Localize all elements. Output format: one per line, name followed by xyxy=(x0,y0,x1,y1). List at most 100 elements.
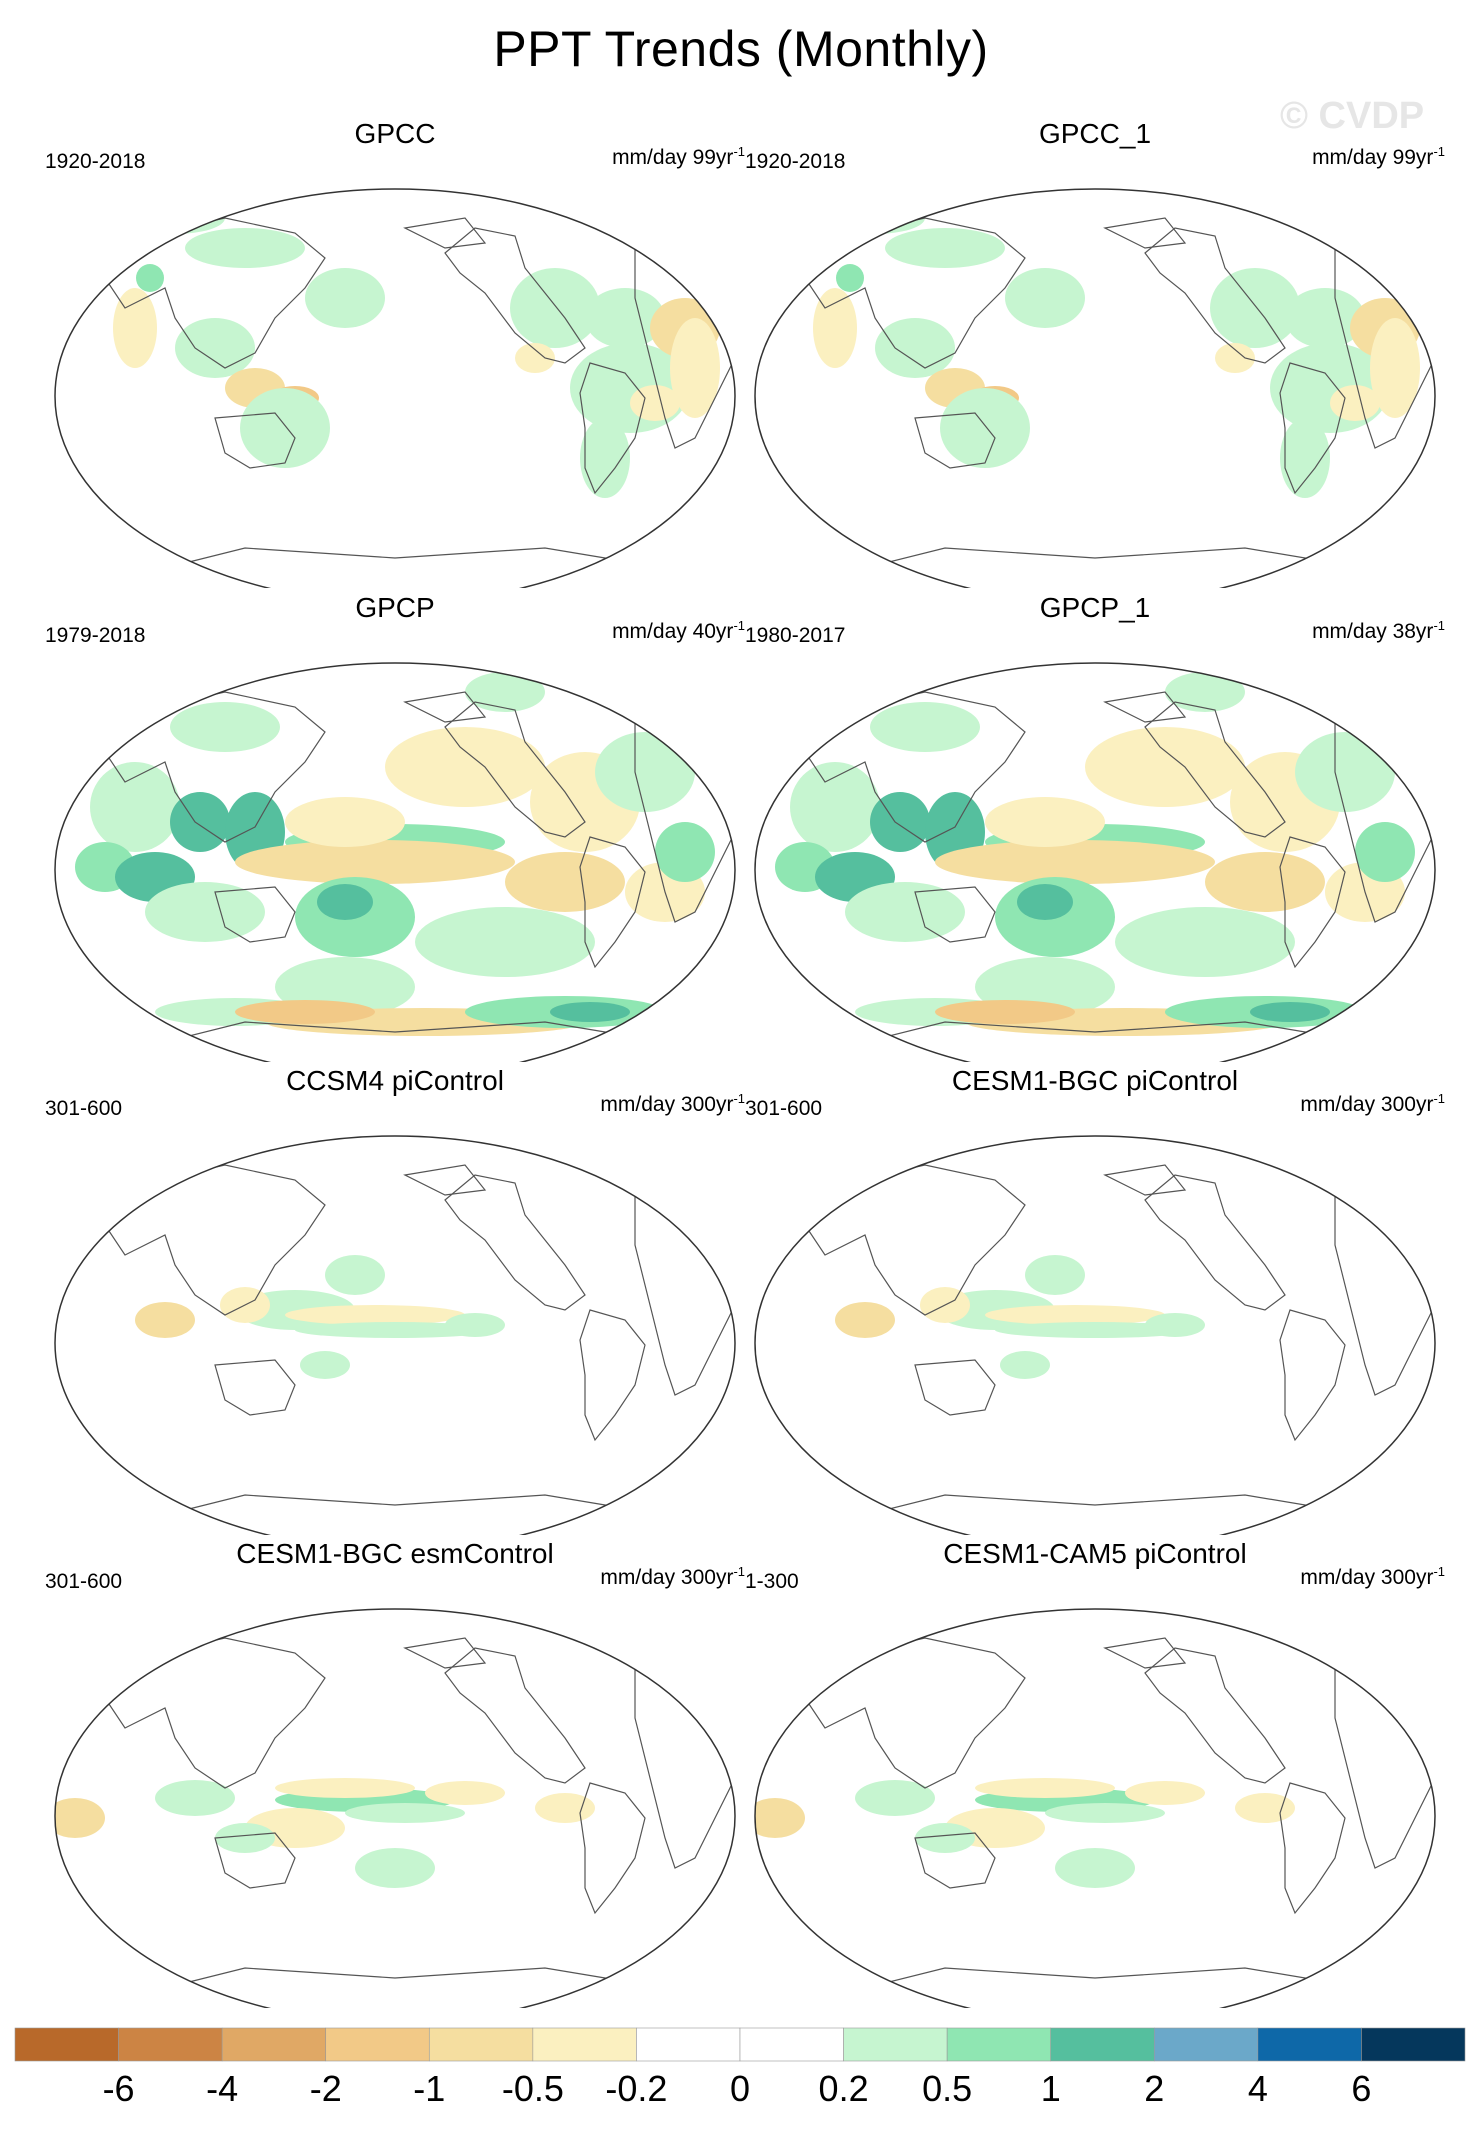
trend-shading xyxy=(935,840,1215,884)
trend-shading xyxy=(305,268,385,328)
colorbar-tick-label: -2 xyxy=(310,2068,342,2109)
trend-shading xyxy=(1085,727,1245,807)
coastline xyxy=(914,1832,996,1889)
coastline xyxy=(914,886,996,943)
coastline xyxy=(104,217,326,369)
colorbar-tick-label: -4 xyxy=(206,2068,238,2109)
map-boundary xyxy=(754,662,1436,1062)
cvdp-watermark: © CVDP xyxy=(1280,95,1425,137)
trend-shading xyxy=(1055,1848,1135,1888)
trend-shading xyxy=(835,1302,895,1338)
panel-title: GPCC_1 xyxy=(1038,118,1152,149)
trend-shading xyxy=(135,1302,195,1338)
trend-shading xyxy=(235,840,515,884)
colorbar-tick-label: 2 xyxy=(1144,2068,1164,2109)
trend-shading xyxy=(1280,418,1330,498)
trend-shading xyxy=(995,1322,1195,1338)
coastline xyxy=(444,1647,586,1784)
panel-period: 1-300 xyxy=(745,1570,799,1593)
coastline xyxy=(579,836,646,969)
trend-shading xyxy=(1005,268,1085,328)
trend-shading xyxy=(870,702,980,752)
panel-units: mm/day 40yr-1 xyxy=(612,618,745,643)
colorbar-tick-label: -1 xyxy=(413,2068,445,2109)
coastline xyxy=(214,886,296,943)
coastline xyxy=(1144,1647,1286,1784)
trend-shading xyxy=(235,1000,375,1024)
panel-period: 301-600 xyxy=(745,1097,823,1120)
trend-shading xyxy=(1115,907,1295,977)
coastline xyxy=(403,1164,487,1196)
trend-shading xyxy=(585,288,665,348)
coastline xyxy=(403,217,487,249)
panel-units: mm/day 99yr-1 xyxy=(612,144,745,169)
colorbar-swatch xyxy=(946,2027,1052,2062)
panel-units: mm/day 99yr-1 xyxy=(1312,144,1445,169)
colorbar-tick-label: -0.2 xyxy=(605,2068,667,2109)
trend-shading xyxy=(845,882,965,942)
trend-shading xyxy=(755,1798,805,1838)
world-map xyxy=(54,188,736,588)
panel-period: 301-600 xyxy=(45,1097,123,1120)
trend-shading xyxy=(505,852,625,912)
coastline xyxy=(1103,217,1187,249)
trend-shading xyxy=(1250,1002,1330,1022)
trend-shading xyxy=(300,1351,350,1379)
panel-title: GPCC xyxy=(354,118,436,149)
trend-shading xyxy=(1045,1803,1165,1823)
trend-shading xyxy=(1295,732,1395,812)
coastline xyxy=(214,1832,296,1889)
colorbar-tick-label: 0.2 xyxy=(819,2068,869,2109)
trend-shading xyxy=(580,418,630,498)
world-map xyxy=(754,1135,1436,1535)
map-boundary xyxy=(754,188,1436,588)
coastline xyxy=(1103,1637,1187,1669)
trend-shading xyxy=(975,1778,1115,1798)
map-boundary xyxy=(754,1135,1436,1535)
colorbar-swatch xyxy=(1257,2027,1362,2062)
trend-shading xyxy=(415,907,595,977)
trend-shading xyxy=(185,228,305,268)
coastline xyxy=(444,701,586,838)
trend-shading xyxy=(836,264,864,292)
colorbar-swatch xyxy=(221,2027,327,2062)
trend-shading xyxy=(915,1823,975,1853)
trend-shading xyxy=(813,288,857,368)
coastline xyxy=(804,691,1026,843)
colorbar-swatch xyxy=(636,2027,741,2062)
colorbar-tick-label: 0.5 xyxy=(922,2068,972,2109)
trend-shading xyxy=(1145,1313,1205,1337)
map-boundary xyxy=(54,1608,736,2008)
trend-shading xyxy=(1025,1255,1085,1295)
colorbar-swatch xyxy=(1361,2027,1466,2062)
coastline xyxy=(579,1309,646,1442)
coastline xyxy=(1144,701,1286,838)
panel-title: CCSM4 piControl xyxy=(286,1065,504,1096)
trend-shading xyxy=(1215,343,1255,373)
trend-shading xyxy=(1370,318,1420,418)
world-map xyxy=(754,1608,1436,2008)
colorbar-swatch xyxy=(428,2027,534,2062)
map-panel: GPCC_1 1920-2018 mm/day 99yr-1 xyxy=(745,118,1445,588)
colorbar-swatch xyxy=(843,2027,948,2062)
map-panel: CESM1-BGC piControl 301-600 mm/day 300yr-1 xyxy=(745,1065,1445,1535)
panel-title: CESM1-BGC piControl xyxy=(951,1065,1239,1096)
colorbar-tick-label: 0 xyxy=(730,2068,750,2109)
colorbar-swatch xyxy=(739,2027,844,2062)
panel-period: 1980-2017 xyxy=(745,624,846,647)
coastline xyxy=(104,691,326,843)
coastline xyxy=(914,412,996,469)
trend-shading xyxy=(325,1255,385,1295)
trend-shading xyxy=(1165,672,1245,712)
figure-title: PPT Trends (Monthly) xyxy=(493,21,989,77)
colorbar-swatch xyxy=(118,2027,223,2062)
trend-shading xyxy=(1125,1781,1205,1805)
trend-shading xyxy=(940,388,1030,468)
panel-title: CESM1-BGC esmControl xyxy=(236,1538,554,1569)
trend-shading xyxy=(790,762,880,852)
trend-shading xyxy=(465,672,545,712)
world-map xyxy=(754,188,1436,588)
world-map xyxy=(54,1608,736,2008)
trend-shading xyxy=(985,1305,1165,1325)
